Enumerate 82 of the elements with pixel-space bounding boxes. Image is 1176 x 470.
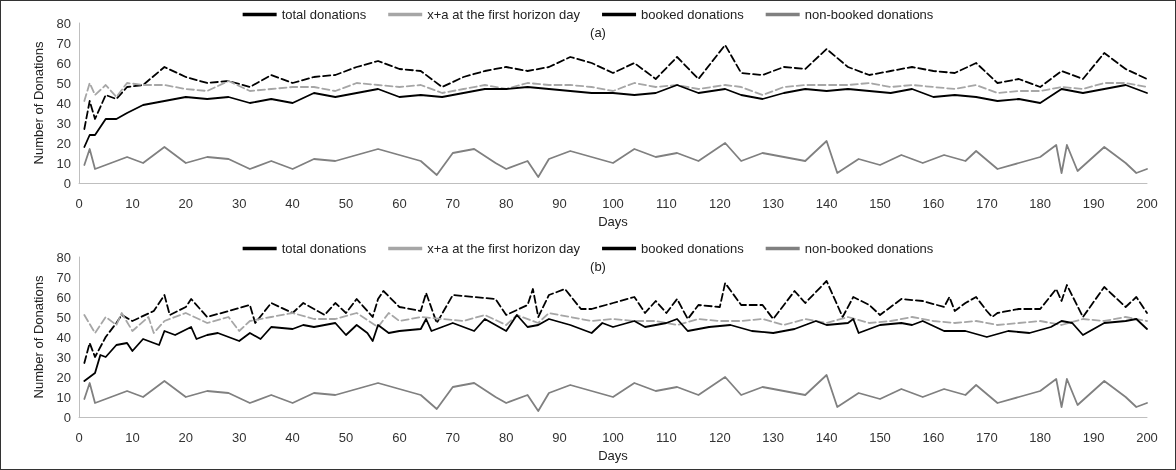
x-tick-label: 130 [762,430,785,445]
x-tick-label: 30 [231,196,247,211]
x-tick-label: 50 [338,430,354,445]
y-axis-title: Number of Donations [31,41,46,165]
y-tick-label: 30 [56,115,71,131]
x-tick-label: 40 [285,430,300,445]
x-tick-label: 190 [1082,196,1105,211]
x-axis-title: Days [598,448,629,463]
y-tick-label: 10 [56,389,71,405]
x-tick-label: 110 [656,196,677,211]
y-tick-label: 70 [56,35,71,51]
x-tick-label: 30 [231,430,247,445]
x-tick-label: 130 [762,196,785,211]
x-tick-label: 170 [975,196,998,211]
legend-label: booked donations [641,7,745,22]
legend-label: booked donations [641,241,745,256]
x-tick-label: 10 [125,430,140,445]
line-series [83,314,1148,382]
y-tick-label: 50 [56,309,71,325]
y-tick-label: 80 [56,15,71,31]
x-tick-label: 140 [815,430,838,445]
x-tick-label: 200 [1136,196,1158,211]
legend-label: x+a at the first horizon day [427,7,581,22]
x-tick-label: 100 [602,196,624,211]
legend-label: total donations [281,7,367,22]
line-series [83,140,1148,178]
x-tick-label: 90 [552,196,567,211]
x-axis-title: Days [598,214,629,229]
x-tick-label: 40 [285,196,300,211]
x-tick-label: 190 [1082,430,1105,445]
x-tick-label: 0 [75,430,83,445]
y-tick-label: 0 [63,409,71,425]
x-tick-label: 20 [178,430,194,445]
y-tick-label: 0 [63,175,71,191]
y-tick-label: 40 [56,329,71,345]
x-tick-label: 140 [815,196,838,211]
x-tick-label: 80 [498,196,514,211]
x-tick-label: 90 [552,430,567,445]
x-tick-label: 70 [445,196,461,211]
x-tick-label: 110 [656,430,677,445]
x-tick-label: 100 [602,430,624,445]
line-series [83,374,1148,412]
line-series [83,312,1148,334]
x-tick-label: 180 [1029,430,1052,445]
x-tick-label: 60 [392,430,407,445]
y-tick-label: 50 [56,75,71,91]
x-tick-label: 80 [498,430,514,445]
line-series [83,84,1148,148]
x-tick-label: 20 [178,196,194,211]
x-tick-label: 180 [1029,196,1052,211]
x-tick-label: 160 [922,196,945,211]
x-tick-label: 0 [75,196,83,211]
x-tick-label: 150 [869,196,891,211]
y-tick-label: 20 [56,369,71,385]
x-tick-label: 170 [975,430,998,445]
y-tick-label: 70 [56,269,71,285]
chart-title: (b) [590,259,606,274]
x-tick-label: 150 [869,430,891,445]
legend-label: non-booked donations [804,7,934,22]
x-tick-label: 160 [922,430,945,445]
line-series [83,44,1148,130]
line-series [83,80,1148,102]
y-axis-title: Number of Donations [31,275,46,399]
x-tick-label: 50 [338,196,354,211]
x-tick-label: 120 [708,430,731,445]
x-tick-label: 10 [125,196,140,211]
x-tick-label: 70 [445,430,461,445]
y-tick-label: 20 [56,135,71,151]
y-tick-label: 60 [56,55,71,71]
y-tick-label: 10 [56,155,71,171]
x-tick-label: 120 [708,196,731,211]
legend-label: non-booked donations [804,241,934,256]
legend-label: total donations [281,241,367,256]
y-tick-label: 80 [56,249,71,265]
x-tick-label: 200 [1136,430,1158,445]
y-tick-label: 60 [56,289,71,305]
x-tick-label: 60 [392,196,407,211]
y-tick-label: 40 [56,95,71,111]
y-tick-label: 30 [56,349,71,365]
chart-title: (a) [590,25,606,40]
line-series [83,280,1148,364]
legend-label: x+a at the first horizon day [427,241,581,256]
